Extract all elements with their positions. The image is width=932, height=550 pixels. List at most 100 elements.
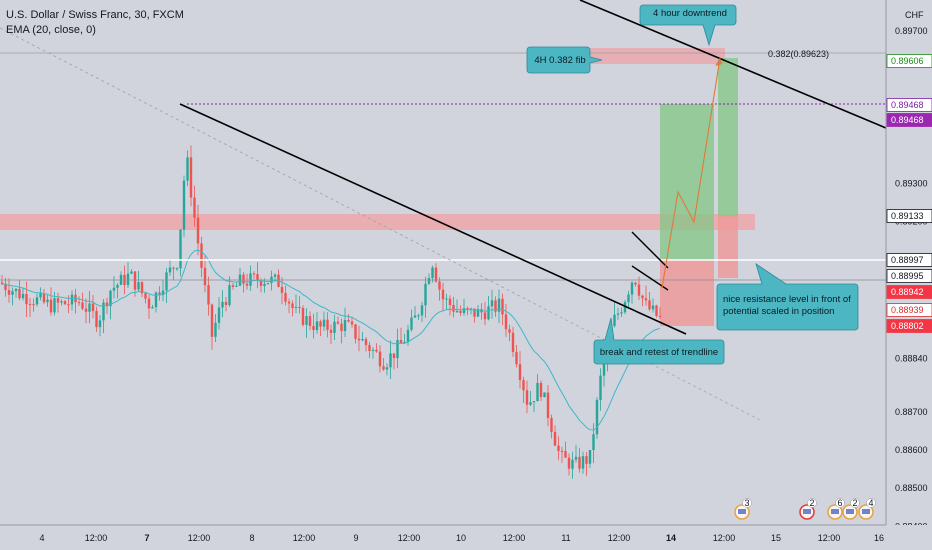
candle-body xyxy=(581,456,585,469)
candle-body xyxy=(648,300,651,310)
stop-zone-1[interactable] xyxy=(660,260,714,326)
resistance-zone[interactable] xyxy=(0,214,755,230)
time-tick-label: 12:00 xyxy=(398,533,421,543)
event-count-badge xyxy=(835,498,845,508)
candle-body xyxy=(602,361,606,376)
candle-body xyxy=(634,282,637,285)
candle-body xyxy=(298,306,301,309)
flag-icon xyxy=(738,509,746,514)
time-axis-ticks: 4 12:00 7 12:00 8 12:00 9 12:00 10 12:00 11 12:00 14… xyxy=(39,533,884,543)
candle-body xyxy=(532,401,536,403)
main-downtrend-line[interactable] xyxy=(179,103,687,335)
candle-body xyxy=(637,284,641,296)
candle-body xyxy=(550,417,553,433)
candle-body xyxy=(536,382,539,402)
candle-body xyxy=(172,267,175,269)
stop-zone-2[interactable] xyxy=(718,216,738,278)
candle-body xyxy=(252,273,256,275)
candle-body xyxy=(336,321,340,324)
callout-4-hour-downtrend[interactable]: 4 hour downtrend xyxy=(639,4,737,47)
candle-body xyxy=(448,298,452,306)
candle-body xyxy=(312,325,315,331)
candle-body xyxy=(504,314,508,330)
candle-body xyxy=(207,285,210,305)
time-axis-panel[interactable] xyxy=(0,525,932,550)
price-tag-box xyxy=(886,209,932,223)
event-count: 3 xyxy=(744,498,749,508)
candle-body xyxy=(67,304,70,306)
candle-body xyxy=(287,301,291,304)
candle-body xyxy=(399,339,403,344)
event-count-badge xyxy=(866,498,876,508)
candle-body xyxy=(305,316,308,325)
time-tick-label: 9 xyxy=(353,533,358,543)
price-tag-label: 0.88997 xyxy=(891,255,924,265)
candle-body xyxy=(32,304,35,306)
candle-body xyxy=(385,367,389,370)
flag-icon xyxy=(862,509,870,514)
candle-body xyxy=(354,324,357,339)
candle-body xyxy=(21,293,25,299)
time-tick-label: 12:00 xyxy=(608,533,631,543)
candle-body xyxy=(434,267,438,282)
candle-body xyxy=(595,399,599,435)
price-tag-label: 0.89606 xyxy=(891,56,924,66)
projected-path[interactable] xyxy=(661,57,721,289)
candle-body xyxy=(315,321,319,331)
candle-body xyxy=(214,322,217,337)
callout-fib[interactable]: 4H 0.382 fib xyxy=(526,46,603,74)
price-tag-label: 0.88995 xyxy=(891,271,924,281)
candle-body xyxy=(140,282,144,294)
candle-body xyxy=(46,299,49,303)
symbol-title[interactable]: U.S. Dollar / Swiss Franc, 30, FXCM xyxy=(6,9,184,21)
flag-icon xyxy=(831,509,839,514)
candle-body xyxy=(70,294,74,305)
dotted-trendline[interactable] xyxy=(0,27,761,421)
candle-body xyxy=(644,298,648,301)
target-zone-1[interactable] xyxy=(660,104,714,260)
flag-upper-line[interactable] xyxy=(631,231,669,269)
candle-body xyxy=(193,197,196,218)
time-tick-label: 12:00 xyxy=(85,533,108,543)
callout-shape xyxy=(526,46,603,74)
callout-shape xyxy=(593,317,725,365)
candle-body xyxy=(217,307,221,323)
event-count: 6 xyxy=(837,498,842,508)
candle-body xyxy=(396,339,399,359)
indicator-label[interactable]: EMA (20, close, 0) xyxy=(6,24,96,36)
candle-body xyxy=(203,267,207,286)
candle-body xyxy=(630,282,634,295)
4h-downtrend-line[interactable] xyxy=(579,0,887,129)
candle-body xyxy=(256,274,259,281)
candle-body xyxy=(63,301,67,305)
target-zone-2[interactable] xyxy=(718,58,738,218)
callout-break-and-retest[interactable]: break and retest of trendline xyxy=(593,317,725,365)
price-tag-box xyxy=(886,269,932,283)
candle-body xyxy=(249,273,252,286)
candle-body xyxy=(487,306,490,320)
candle-body xyxy=(497,298,501,312)
ema-line[interactable] xyxy=(1,249,661,431)
callout-resistance-level[interactable]: nice resistance level in front of potent… xyxy=(716,263,859,331)
candle-body xyxy=(361,339,364,341)
candle-body xyxy=(91,303,95,312)
event-count-badge xyxy=(807,498,817,508)
candle-body xyxy=(25,293,28,305)
time-tick-label: 12:00 xyxy=(503,533,526,543)
candle-body xyxy=(441,289,445,300)
price-tag-box xyxy=(886,253,932,267)
candle-body xyxy=(109,290,112,307)
event-count: 2 xyxy=(852,498,857,508)
candle-body xyxy=(413,315,417,318)
time-tick-label: 7 xyxy=(144,533,149,543)
candle-body xyxy=(263,283,266,286)
candle-body xyxy=(616,313,620,315)
candle-body xyxy=(529,402,532,405)
price-tag-box xyxy=(886,98,932,112)
candle-body xyxy=(438,281,441,290)
time-tick-label: 12:00 xyxy=(818,533,841,543)
candle-body xyxy=(424,283,427,306)
candle-body xyxy=(189,157,193,198)
candle-body xyxy=(655,305,658,316)
